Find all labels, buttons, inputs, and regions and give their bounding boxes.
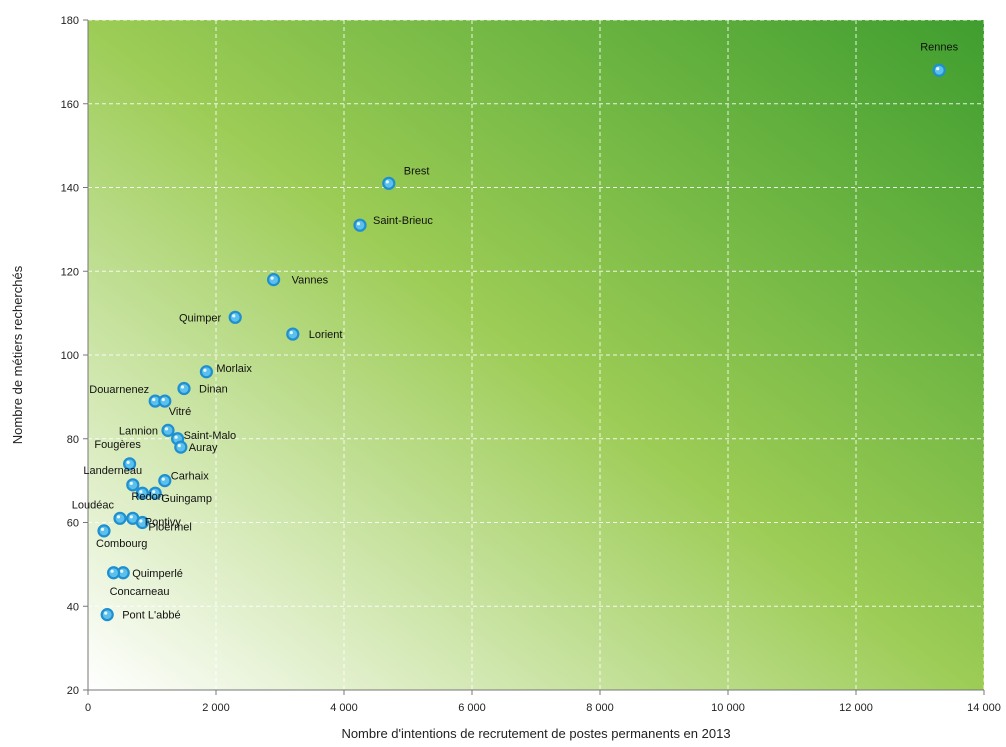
data-point-highlight	[116, 515, 121, 519]
grid-lines	[88, 19, 985, 690]
x-tick-label: 2 000	[202, 702, 230, 714]
data-points	[97, 63, 946, 622]
data-label: Pont L'abbé	[122, 610, 180, 622]
data-point	[161, 423, 175, 437]
y-tick-labels: 20 40 60 80 100 120 140 160 180	[61, 15, 79, 697]
data-point	[100, 608, 114, 622]
data-point	[135, 515, 149, 530]
data-point-highlight	[152, 490, 156, 494]
x-axis-title: Nombre d'intentions de recrutement de po…	[341, 726, 730, 741]
data-label: Dinan	[199, 384, 228, 396]
x-tick-label: 4 000	[330, 702, 358, 714]
data-point-highlight	[174, 435, 178, 439]
data-label: Morlaix	[216, 363, 252, 375]
y-tick-label: 160	[61, 99, 79, 111]
y-tick-label: 140	[61, 183, 79, 195]
data-point	[148, 486, 162, 500]
data-point-highlight	[139, 490, 143, 494]
y-tick-label: 40	[67, 601, 79, 613]
y-axis-title: Nombre de métiers recherchés	[10, 265, 25, 444]
data-point-highlight	[129, 515, 133, 519]
data-point-highlight	[120, 569, 124, 573]
data-label: Auray	[189, 442, 218, 454]
y-tick-label: 180	[61, 15, 79, 27]
data-label: Landerneau	[83, 465, 142, 477]
data-label: Douarnenez	[89, 384, 149, 396]
data-label: Loudéac	[72, 499, 115, 511]
data-point	[267, 273, 281, 287]
data-label: Ploërmel	[148, 522, 191, 534]
y-tick-label: 100	[61, 350, 79, 362]
data-point	[158, 474, 172, 488]
data-point	[228, 310, 242, 324]
data-label: Vannes	[292, 275, 329, 287]
data-point	[126, 478, 140, 492]
data-point-highlight	[177, 444, 181, 448]
data-labels: Rennes Brest Saint-Brieuc Vannes Quimper Lori…	[72, 41, 959, 621]
data-label: Saint-Brieuc	[373, 215, 433, 227]
data-label: Lorient	[309, 329, 343, 341]
data-label: Fougères	[94, 439, 141, 451]
data-point	[97, 524, 111, 538]
data-point	[113, 511, 127, 525]
data-point-highlight	[129, 481, 133, 485]
data-label: Rennes	[920, 41, 958, 53]
data-point	[177, 381, 191, 396]
data-point	[382, 176, 396, 190]
data-label: Pontivy	[145, 516, 182, 528]
data-point-highlight	[126, 460, 130, 464]
axes	[83, 19, 985, 695]
y-tick-label: 80	[67, 434, 79, 446]
data-point-highlight	[100, 527, 105, 531]
data-label: Concarneau	[110, 586, 170, 598]
data-point-highlight	[232, 314, 236, 318]
data-point	[286, 327, 300, 341]
y-tick-label: 60	[67, 518, 79, 530]
data-point	[932, 63, 946, 77]
y-tick-label: 20	[67, 685, 79, 697]
data-label: Quimperlé	[132, 568, 183, 580]
y-tick-label: 120	[61, 266, 79, 278]
data-label: Quimper	[179, 312, 222, 324]
data-label: Combourg	[96, 538, 147, 550]
data-point	[174, 440, 188, 454]
x-tick-label: 14 000	[967, 702, 1001, 714]
x-tick-label: 0	[85, 702, 91, 714]
data-label: Lannion	[119, 425, 158, 437]
data-label: Vitré	[169, 406, 191, 418]
x-tick-label: 12 000	[839, 702, 873, 714]
x-tick-labels: 0 2 000 4 000 6 000 8 000 10 000 12 000 14 000	[85, 702, 1001, 714]
data-point-highlight	[180, 385, 185, 389]
data-point-highlight	[161, 477, 165, 481]
data-label: Brest	[404, 165, 430, 177]
data-point-highlight	[270, 276, 274, 280]
data-point	[106, 566, 121, 580]
data-point-highlight	[289, 330, 293, 335]
data-point	[199, 365, 213, 379]
data-point	[353, 218, 367, 232]
data-point-highlight	[139, 519, 143, 523]
data-point-highlight	[203, 368, 207, 372]
x-tick-label: 6 000	[458, 702, 486, 714]
data-point-highlight	[164, 427, 169, 431]
data-point-highlight	[356, 222, 361, 226]
data-point-highlight	[110, 569, 114, 573]
data-point-highlight	[161, 397, 165, 402]
data-point-highlight	[936, 67, 940, 71]
data-point	[158, 394, 172, 408]
x-tick-label: 10 000	[711, 702, 745, 714]
data-point	[123, 457, 137, 471]
data-label: Guingamp	[161, 493, 212, 505]
data-point-highlight	[385, 180, 389, 184]
data-label: Saint-Malo	[184, 430, 237, 442]
data-point	[135, 486, 149, 500]
data-label: Carhaix	[171, 471, 209, 483]
data-point-highlight	[152, 397, 156, 402]
data-label: Redon	[131, 491, 163, 503]
data-point-highlight	[104, 611, 108, 615]
x-tick-label: 8 000	[586, 702, 614, 714]
